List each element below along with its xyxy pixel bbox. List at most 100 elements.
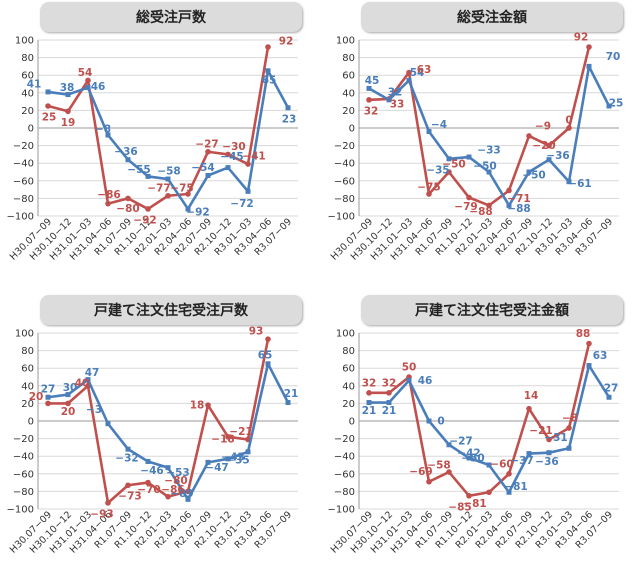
data-label: 50 [402, 362, 417, 374]
data-point [185, 191, 191, 197]
data-point [65, 108, 71, 115]
data-point [105, 132, 111, 138]
data-label: −61 [568, 178, 591, 190]
y-tick-label: 20 [21, 106, 34, 117]
data-label: −93 [90, 508, 113, 520]
data-label: −41 [242, 151, 265, 163]
data-label: −50 [473, 161, 496, 173]
data-label: −53 [166, 467, 189, 479]
data-label: 32 [388, 86, 403, 98]
data-label: −60 [490, 458, 513, 470]
data-label: −71 [507, 193, 530, 205]
data-point [265, 68, 271, 74]
data-label: −47 [205, 462, 228, 474]
data-point [225, 434, 231, 440]
data-label: 21 [284, 388, 299, 400]
series-line [369, 364, 611, 494]
data-label: 92 [574, 32, 589, 44]
data-label: −33 [477, 145, 500, 157]
series-line [369, 343, 591, 498]
y-tick-label: 40 [342, 381, 355, 392]
data-point [386, 390, 392, 396]
data-label: 45 [365, 75, 380, 87]
data-label: 46 [418, 375, 433, 387]
chart-panel-3: 戸建て注文住宅受注金額 100 80 60 40 20 0 −20 −40 −60 −80 −100… [321, 293, 642, 586]
data-point [145, 479, 151, 486]
data-point [205, 148, 211, 155]
data-point [285, 400, 291, 406]
data-label: −18 [211, 433, 234, 445]
line-chart: 100806040200−20−40−60−80−100H30.07−09H30… [7, 326, 299, 556]
data-label: 27 [41, 384, 56, 396]
data-point [566, 445, 572, 451]
data-point [45, 89, 51, 95]
data-label: 32 [362, 377, 377, 389]
data-point [526, 169, 532, 175]
data-label: −80 [116, 203, 139, 215]
data-label: −58 [157, 166, 180, 178]
data-label: −21 [529, 425, 552, 437]
y-tick-label: 80 [342, 53, 355, 64]
data-point [586, 363, 592, 369]
line-chart: 100806040200−20−40−60−80−100H30.07−09H30… [328, 328, 619, 556]
data-point [486, 202, 492, 209]
data-point [406, 378, 412, 384]
data-point [85, 377, 91, 383]
data-label: −88 [507, 203, 530, 215]
data-point [265, 336, 271, 342]
data-point [566, 125, 572, 131]
y-tick-label: 20 [342, 106, 355, 117]
y-tick-label: −60 [13, 469, 34, 480]
data-label: −92 [133, 214, 156, 226]
data-label: −72 [230, 198, 253, 210]
data-point [506, 187, 512, 194]
data-point [65, 92, 71, 98]
y-tick-label: 100 [15, 36, 34, 47]
y-tick-label: 60 [342, 71, 355, 82]
y-tick-label: 60 [21, 364, 34, 375]
data-point [145, 458, 151, 464]
data-point [165, 176, 171, 182]
data-label: −9 [535, 120, 551, 132]
data-label: −70 [137, 484, 160, 496]
data-point [45, 400, 51, 407]
y-tick-label: 100 [336, 36, 355, 47]
data-point [125, 482, 131, 489]
data-label: −35 [426, 164, 449, 176]
y-tick-label: 40 [342, 88, 355, 99]
y-tick-label: −40 [13, 452, 34, 463]
data-label: 41 [27, 78, 42, 90]
series-line [48, 338, 270, 505]
data-label: 27 [604, 383, 619, 395]
data-label: −77 [147, 182, 170, 194]
data-label: 25 [42, 112, 57, 124]
data-label: 40 [75, 377, 90, 389]
data-point [606, 103, 612, 109]
data-label: −3 [86, 404, 102, 416]
data-point [546, 450, 552, 456]
data-point [45, 394, 51, 400]
chart-panel-2: 戸建て注文住宅受注戸数 100 80 60 40 20 0 −20 −40 −60 −80 −100… [0, 293, 321, 586]
data-point [225, 456, 231, 462]
data-point [426, 129, 432, 135]
y-tick-label: 0 [349, 417, 355, 428]
data-label: 18 [190, 400, 205, 412]
data-point [446, 156, 452, 162]
y-tick-label: −20 [334, 141, 355, 152]
y-tick-label: −80 [13, 487, 34, 498]
data-label: 20 [61, 406, 76, 418]
data-point [426, 191, 432, 197]
data-point [446, 169, 452, 175]
y-tick-label: −40 [334, 159, 355, 170]
y-tick-label: 0 [349, 124, 355, 135]
data-label: 33 [390, 98, 405, 110]
data-label: −27 [449, 435, 472, 447]
data-label: 46 [91, 81, 106, 93]
data-point [586, 44, 592, 50]
data-point [165, 192, 171, 199]
data-point [65, 392, 71, 398]
data-label: −50 [461, 453, 484, 465]
data-label: −58 [427, 460, 450, 472]
data-point [165, 493, 171, 500]
y-tick-label: 80 [21, 53, 34, 64]
